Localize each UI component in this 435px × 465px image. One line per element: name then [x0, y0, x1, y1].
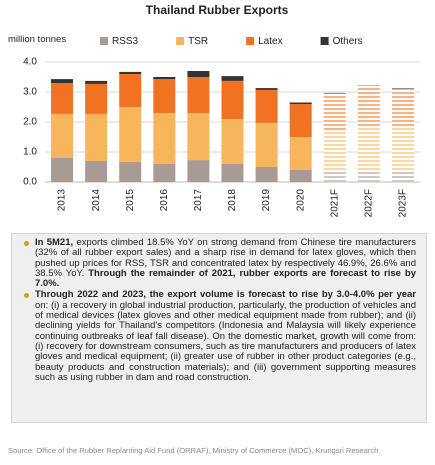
x-tick-label: 2013 [57, 189, 68, 212]
bar-segment [289, 104, 312, 137]
forecast-bar-segment [391, 170, 414, 182]
bar-segment [255, 88, 278, 90]
note-text: exports climbed 18.5% YoY on strong dema… [35, 237, 416, 279]
legend-swatch [246, 37, 255, 45]
y-tick-label: 1.0 [23, 147, 37, 158]
bar-segment [119, 107, 142, 162]
x-tick-label: 2022F [364, 189, 375, 217]
bar-segment [255, 122, 278, 167]
y-tick-label: 3.0 [23, 87, 37, 98]
bar-segment [255, 167, 278, 182]
bar-segment [153, 79, 176, 113]
bar-segment [153, 77, 176, 80]
x-tick-label: 2021F [329, 189, 340, 217]
legend-swatch [320, 37, 329, 45]
x-tick-label: 2023F [398, 189, 409, 217]
x-tick-label: 2017 [193, 189, 204, 212]
bar-segment [85, 80, 108, 84]
y-tick-label: 4.0 [23, 57, 37, 68]
forecast-bar-segment [323, 95, 346, 131]
bar-segment [255, 89, 278, 123]
bar-segment [51, 158, 74, 182]
forecast-bar-segment [323, 170, 346, 182]
x-tick-label: 2014 [91, 189, 102, 212]
source: Source: Office of the Rubber Replanting … [8, 446, 379, 455]
bar-segment [187, 71, 210, 77]
forecast-bar-segment [357, 87, 380, 128]
bar-segment [187, 77, 210, 113]
note-text: In 5M21, [35, 237, 74, 248]
y-tick-label: 2.0 [23, 117, 37, 128]
legend-label: Latex [258, 36, 282, 47]
bar-segment [85, 83, 108, 114]
bar-segment [85, 113, 108, 161]
legend-label: Others [333, 36, 363, 47]
bar-segment [289, 170, 312, 182]
bar-segment [153, 164, 176, 182]
chart: Thailand Rubber Exports million tonnes 0… [8, 3, 420, 217]
legend-label: TSR [188, 36, 208, 47]
legend-swatch [100, 37, 108, 45]
bar-segment [119, 71, 142, 74]
note-bullet: Through 2022 and 2023, the export volume… [24, 290, 416, 383]
note-bullet: In 5M21, exports climbed 18.5% YoY on st… [24, 237, 416, 290]
forecast-bar-segment [391, 128, 414, 170]
bar-segment [221, 80, 244, 119]
forecast-bar-segment [357, 170, 380, 182]
note-text: Through the remainder of 2021, rubber ex… [35, 267, 416, 290]
bar-segment [51, 79, 74, 83]
y-tick-label: 0.0 [23, 177, 37, 188]
bar-segment [85, 161, 108, 182]
bar-segment [221, 119, 244, 164]
x-tick-label: 2020 [295, 189, 306, 212]
forecast-bar-segment [323, 92, 346, 95]
bar-segment [187, 160, 210, 182]
forecast-bar-segment [391, 89, 414, 128]
legend-swatch [176, 37, 185, 45]
forecast-bar-segment [323, 131, 346, 170]
bar-segment [289, 137, 312, 170]
x-tick-label: 2018 [227, 189, 238, 212]
bar-segment [187, 113, 210, 161]
bar-segment [119, 161, 142, 182]
forecast-bar-segment [391, 86, 414, 89]
bar-segment [153, 113, 176, 164]
notes-box: In 5M21, exports climbed 18.5% YoY on st… [11, 233, 427, 423]
note-text: Through 2022 and 2023, the export volume… [35, 289, 416, 301]
x-tick-label: 2015 [125, 189, 136, 212]
bar-segment [51, 113, 74, 158]
bar-segment [221, 164, 244, 182]
forecast-bar-segment [357, 85, 380, 88]
bar-segment [221, 76, 244, 81]
legend-label: RSS3 [112, 36, 139, 47]
x-tick-label: 2019 [261, 189, 272, 212]
y-axis-label: million tonnes [8, 34, 66, 45]
bar-segment [289, 102, 312, 104]
note-text: on: (i) a recovery in global industrial … [35, 299, 416, 383]
x-tick-label: 2016 [159, 189, 170, 212]
forecast-bar-segment [357, 128, 380, 170]
chart-title: Thailand Rubber Exports [146, 3, 289, 17]
bar-segment [51, 83, 74, 114]
bar-segment [119, 74, 142, 107]
